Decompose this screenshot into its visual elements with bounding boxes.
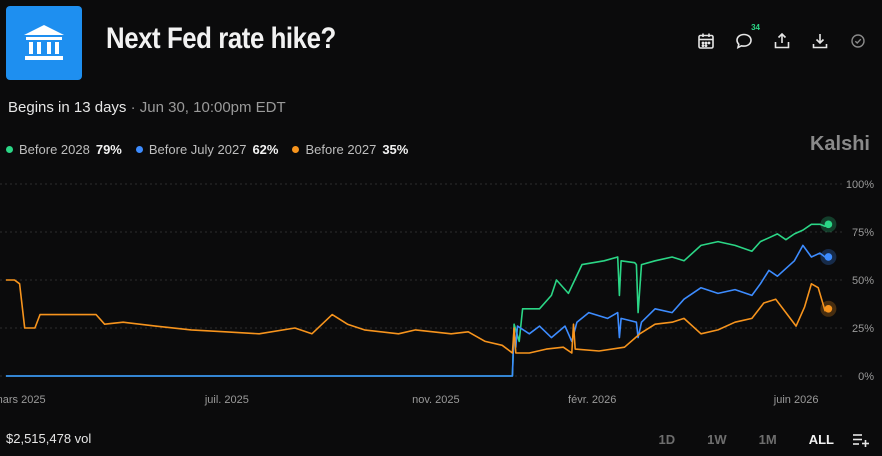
share-icon: [774, 32, 790, 49]
legend-dot: [135, 146, 143, 153]
check-circle-icon: [851, 34, 865, 48]
check-button[interactable]: [848, 31, 868, 51]
begins-text: Begins in 13 days: [8, 99, 127, 116]
kalshi-logo: Kalshi: [809, 133, 870, 155]
legend-label: Before 2028: [19, 142, 90, 157]
y-tick-label: 100%: [846, 179, 874, 191]
toolbar: 34: [696, 23, 868, 51]
series-line: [6, 223, 829, 377]
y-tick-label: 75%: [852, 227, 874, 239]
comment-icon: [736, 33, 752, 49]
range-1m[interactable]: 1M: [758, 432, 777, 447]
chart-legend: Before 2028 79% Before July 2027 62% Bef…: [6, 142, 408, 157]
calendar-button[interactable]: [696, 31, 716, 51]
legend-value: 62%: [252, 142, 279, 157]
download-icon: [812, 34, 828, 49]
legend-item-before-2028[interactable]: Before 2028 79%: [6, 142, 122, 157]
x-tick-label: juil. 2025: [204, 394, 249, 406]
legend-label: Before July 2027: [148, 142, 247, 157]
begins-date: Jun 30, 10:00pm EDT: [139, 99, 286, 116]
y-tick-label: 25%: [852, 323, 874, 335]
page-title: Next Fed rate hike?: [106, 22, 336, 55]
time-range-selector: 1D 1W 1M ALL: [659, 432, 834, 447]
x-tick-label: juin 2026: [773, 394, 819, 406]
legend-value: 35%: [382, 142, 409, 157]
market-logo: [6, 6, 82, 80]
x-tick-label: mars 2025: [0, 394, 46, 406]
series-line: [6, 279, 829, 354]
legend-label: Before 2027: [305, 142, 377, 157]
series-line: [6, 244, 829, 377]
series-end-point: [824, 253, 833, 261]
calendar-icon: [698, 33, 714, 49]
legend-dot: [6, 146, 13, 153]
legend-dot: [292, 146, 300, 153]
download-button[interactable]: [810, 31, 830, 51]
market-meta: Begins in 13 days · Jun 30, 10:00pm EDT: [8, 99, 286, 116]
price-chart[interactable]: 0% 25% 50% 75% 100% mars 2025 juil. 2025 nov. 2…: [0, 170, 882, 420]
legend-item-before-july-2027[interactable]: Before July 2027 62%: [135, 142, 279, 157]
bank-icon: [24, 25, 64, 60]
meta-separator: ·: [130, 99, 136, 116]
chart-settings-button[interactable]: [852, 432, 870, 448]
series-end-point: [824, 220, 833, 229]
x-tick-label: févr. 2026: [568, 394, 616, 406]
y-tick-label: 50%: [852, 275, 874, 287]
range-1d[interactable]: 1D: [658, 432, 676, 447]
series-end-point: [824, 305, 833, 313]
share-button[interactable]: [772, 31, 792, 51]
x-tick-label: nov. 2025: [412, 394, 460, 406]
list-add-icon: [853, 434, 869, 447]
range-1w[interactable]: 1W: [707, 432, 727, 447]
volume-text: $2,515,478 vol: [6, 431, 92, 446]
legend-item-before-2027[interactable]: Before 2027 35%: [292, 142, 408, 157]
legend-value: 79%: [95, 142, 122, 157]
comments-button[interactable]: 34: [734, 23, 760, 51]
range-all[interactable]: ALL: [808, 432, 834, 447]
y-tick-label: 0%: [858, 371, 874, 383]
comment-count-badge: 34: [751, 23, 760, 32]
